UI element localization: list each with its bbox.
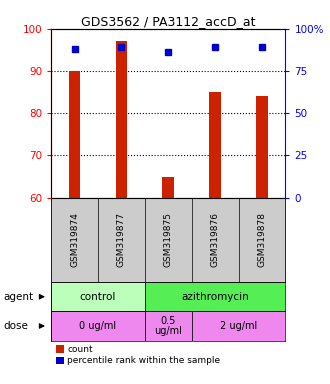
Title: GDS3562 / PA3112_accD_at: GDS3562 / PA3112_accD_at <box>81 15 255 28</box>
Text: dose: dose <box>3 321 28 331</box>
Text: agent: agent <box>3 292 33 302</box>
Text: control: control <box>80 292 116 302</box>
Text: azithromycin: azithromycin <box>181 292 249 302</box>
Bar <box>69 71 81 198</box>
Bar <box>145 282 285 311</box>
Bar <box>51 311 145 341</box>
Bar <box>192 311 285 341</box>
Text: 0.5
ug/ml: 0.5 ug/ml <box>154 316 182 336</box>
Text: 2 ug/ml: 2 ug/ml <box>220 321 257 331</box>
Bar <box>115 41 127 198</box>
Bar <box>145 311 192 341</box>
Text: GSM319878: GSM319878 <box>257 212 267 267</box>
Text: GSM319874: GSM319874 <box>70 212 79 267</box>
Bar <box>256 96 268 198</box>
Bar <box>162 177 174 198</box>
Legend: count, percentile rank within the sample: count, percentile rank within the sample <box>56 345 220 366</box>
Text: GSM319876: GSM319876 <box>211 212 220 267</box>
Text: GSM319875: GSM319875 <box>164 212 173 267</box>
Bar <box>209 92 221 198</box>
Text: 0 ug/ml: 0 ug/ml <box>80 321 116 331</box>
Bar <box>51 282 145 311</box>
Text: GSM319877: GSM319877 <box>117 212 126 267</box>
